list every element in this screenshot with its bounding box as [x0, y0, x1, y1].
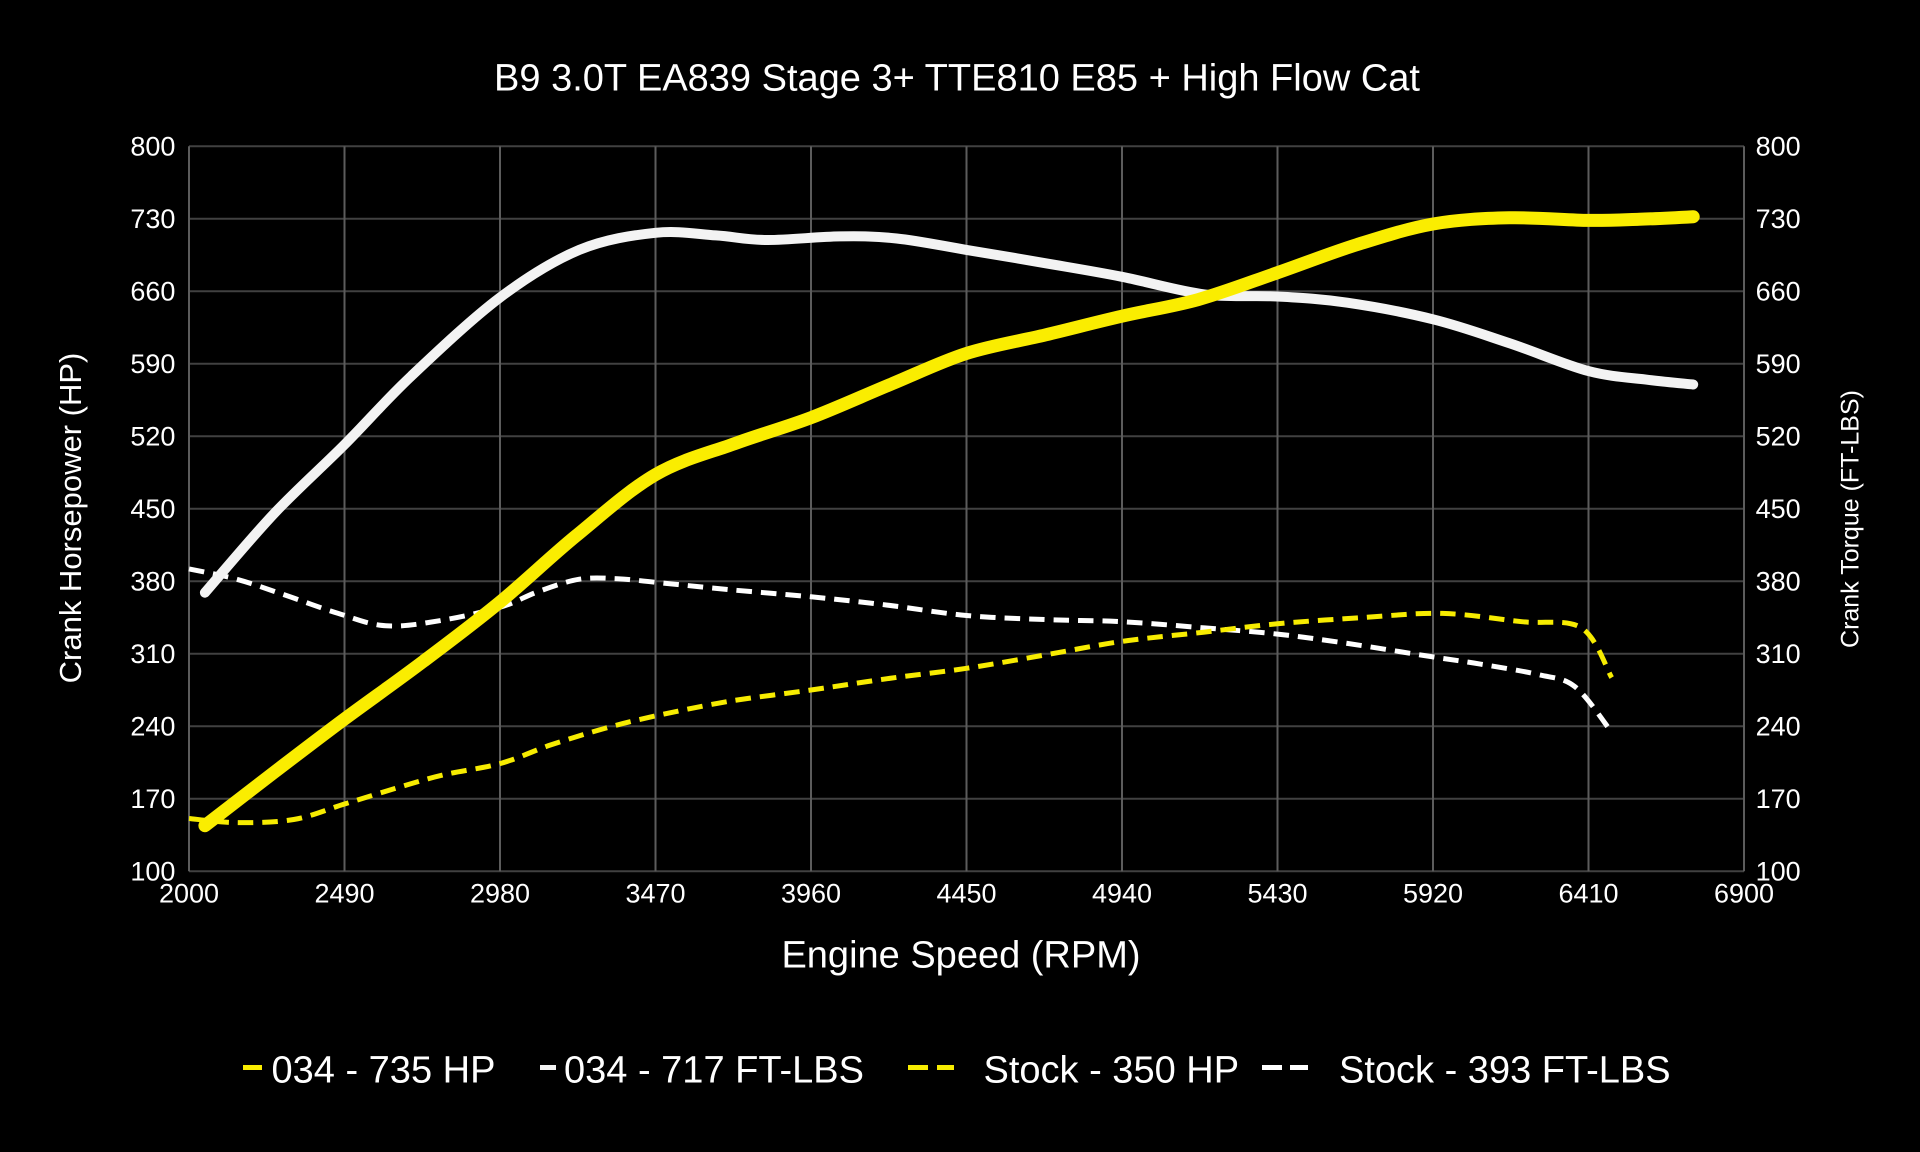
svg-text:034 - 717 FT-LBS: 034 - 717 FT-LBS: [564, 1049, 864, 1091]
svg-text:730: 730: [130, 204, 175, 234]
svg-text:2000: 2000: [159, 879, 219, 909]
svg-text:034 - 735 HP: 034 - 735 HP: [272, 1049, 496, 1091]
svg-text:3470: 3470: [625, 879, 685, 909]
svg-text:Crank Torque (FT-LBS): Crank Torque (FT-LBS): [1837, 390, 1865, 648]
svg-text:380: 380: [1756, 567, 1801, 597]
svg-text:240: 240: [1756, 712, 1801, 742]
svg-text:2980: 2980: [470, 879, 530, 909]
svg-text:310: 310: [130, 639, 175, 669]
svg-text:Engine Speed (RPM): Engine Speed (RPM): [781, 935, 1140, 977]
svg-text:B9 3.0T EA839 Stage 3+ TTE810: B9 3.0T EA839 Stage 3+ TTE810 E85 + High…: [494, 58, 1420, 100]
svg-text:590: 590: [130, 349, 175, 379]
svg-text:5920: 5920: [1403, 879, 1463, 909]
svg-text:100: 100: [130, 857, 175, 887]
svg-text:100: 100: [1756, 857, 1801, 887]
svg-text:3960: 3960: [781, 879, 841, 909]
svg-text:6900: 6900: [1714, 879, 1774, 909]
svg-text:590: 590: [1756, 349, 1801, 379]
svg-text:Stock - 393 FT-LBS: Stock - 393 FT-LBS: [1339, 1049, 1671, 1091]
svg-text:4450: 4450: [936, 879, 996, 909]
svg-text:4940: 4940: [1092, 879, 1152, 909]
svg-text:310: 310: [1756, 639, 1801, 669]
svg-text:170: 170: [130, 784, 175, 814]
svg-text:240: 240: [130, 712, 175, 742]
svg-text:2490: 2490: [314, 879, 374, 909]
svg-text:Stock - 350 HP: Stock - 350 HP: [984, 1049, 1240, 1091]
svg-text:Crank Horsepower (HP): Crank Horsepower (HP): [53, 353, 88, 684]
svg-text:380: 380: [130, 567, 175, 597]
svg-text:6410: 6410: [1558, 879, 1618, 909]
svg-text:800: 800: [1756, 132, 1801, 162]
svg-text:450: 450: [130, 494, 175, 524]
svg-text:5430: 5430: [1247, 879, 1307, 909]
svg-text:450: 450: [1756, 494, 1801, 524]
svg-text:520: 520: [130, 422, 175, 452]
svg-text:800: 800: [130, 132, 175, 162]
svg-text:660: 660: [1756, 277, 1801, 307]
svg-text:170: 170: [1756, 784, 1801, 814]
svg-text:660: 660: [130, 277, 175, 307]
svg-text:520: 520: [1756, 422, 1801, 452]
svg-text:730: 730: [1756, 204, 1801, 234]
